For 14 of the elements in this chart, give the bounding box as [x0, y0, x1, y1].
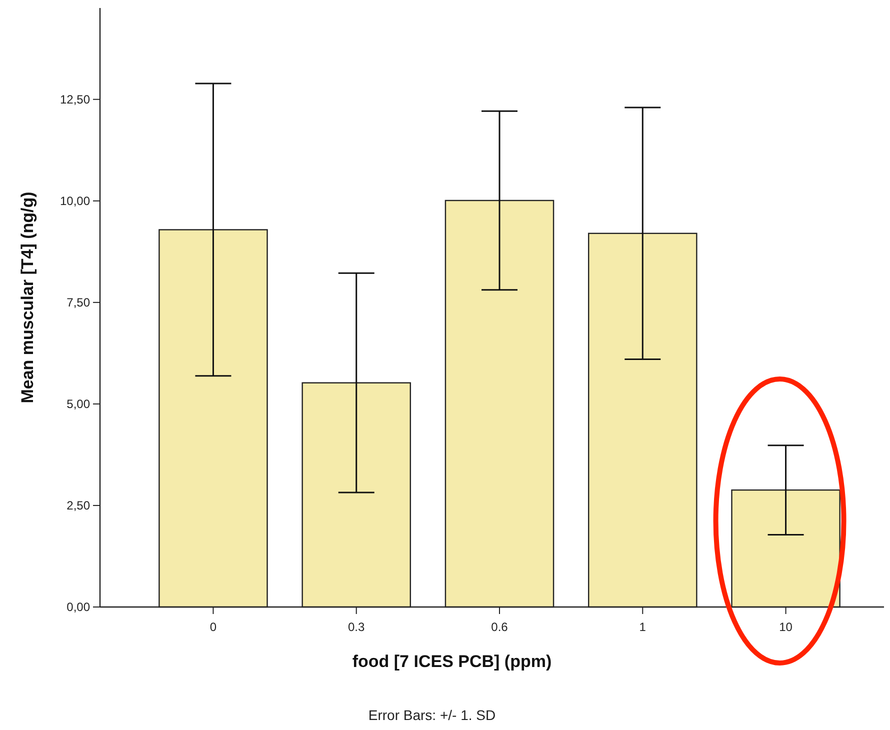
y-tick-label: 7,50: [66, 296, 90, 310]
x-tick-label: 0: [210, 620, 217, 634]
y-tick-label: 10,00: [60, 194, 90, 208]
x-tick-label: 0.6: [491, 620, 508, 634]
x-axis-title: food [7 ICES PCB] (ppm): [352, 652, 552, 671]
y-tick-label: 12,50: [60, 92, 90, 107]
text: Error Bars: +/- 1. SD: [368, 707, 496, 723]
y-tick-label: 5,00: [66, 397, 90, 412]
y-tick-label: 0,00: [66, 600, 90, 614]
y-tick-label: 2,50: [66, 498, 90, 513]
x-tick-label: 0.3: [348, 620, 366, 634]
y-axis-title: Mean muscular [T4] (ng/g): [18, 192, 37, 404]
x-tick-label: 10: [779, 620, 793, 634]
x-tick-label: 1: [639, 620, 646, 634]
